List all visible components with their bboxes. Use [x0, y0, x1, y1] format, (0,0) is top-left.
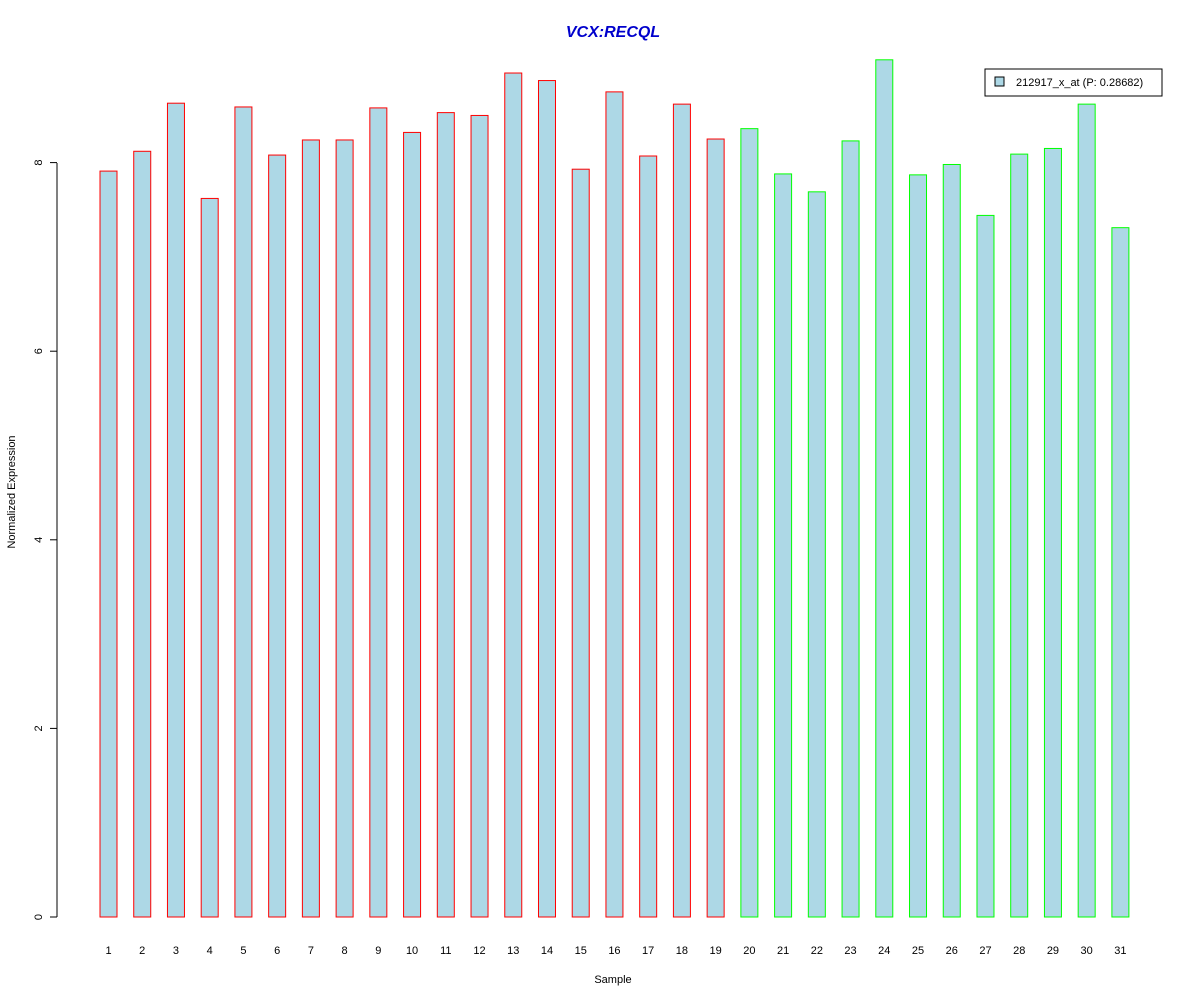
y-tick-label-6: 6 — [33, 348, 45, 354]
bar-sample-10 — [403, 131, 422, 918]
x-tick-label-23: 23 — [844, 945, 856, 957]
bar-sample-22 — [807, 191, 826, 918]
x-tick-label-9: 9 — [375, 945, 381, 957]
y-tick-label-8: 8 — [33, 160, 45, 166]
bar-sample-2 — [133, 150, 152, 918]
bar-sample-12 — [470, 114, 489, 918]
bar-sample-4 — [200, 197, 219, 918]
x-tick-label-26: 26 — [946, 945, 958, 957]
y-tick-label-4: 4 — [33, 537, 45, 543]
x-tick-label-13: 13 — [507, 945, 519, 957]
x-tick-label-19: 19 — [710, 945, 722, 957]
bar-sample-16 — [605, 91, 624, 918]
x-tick-label-27: 27 — [979, 945, 991, 957]
x-tick-label-14: 14 — [541, 945, 553, 957]
x-tick-label-5: 5 — [240, 945, 246, 957]
legend: 212917_x_at (P: 0.28682) — [984, 68, 1163, 97]
bar-sample-20 — [740, 128, 759, 918]
x-tick-label-18: 18 — [676, 945, 688, 957]
x-tick-label-31: 31 — [1114, 945, 1126, 957]
bar-sample-8 — [335, 139, 354, 918]
x-tick-label-30: 30 — [1081, 945, 1093, 957]
x-tick-label-24: 24 — [878, 945, 890, 957]
y-tick-label-0: 0 — [33, 914, 45, 920]
bar-sample-23 — [841, 140, 860, 918]
x-tick-label-2: 2 — [139, 945, 145, 957]
bar-sample-29 — [1043, 147, 1062, 918]
bar-sample-3 — [166, 102, 185, 918]
bars-group — [99, 59, 1130, 918]
bar-sample-9 — [369, 107, 388, 918]
bar-sample-7 — [301, 139, 320, 918]
x-ticks-group: 1 2 3 4 5 6 7 8 9 10 11 12 13 14 15 16 17 18 19 20 21 22 23 24 2… — [105, 945, 1126, 957]
bar-sample-11 — [436, 112, 455, 918]
x-tick-label-10: 10 — [406, 945, 418, 957]
y-axis-label: Normalized Expression — [6, 435, 18, 548]
bar-sample-5 — [234, 106, 253, 918]
bar-sample-28 — [1010, 153, 1029, 918]
x-tick-label-28: 28 — [1013, 945, 1025, 957]
x-tick-label-15: 15 — [575, 945, 587, 957]
x-tick-label-8: 8 — [342, 945, 348, 957]
legend-swatch — [994, 76, 1005, 87]
x-tick-label-16: 16 — [608, 945, 620, 957]
legend-label: 212917_x_at (P: 0.28682) — [1016, 77, 1143, 89]
bar-sample-15 — [571, 168, 590, 918]
bar-sample-26 — [942, 163, 961, 918]
bar-sample-17 — [639, 155, 658, 918]
x-tick-label-20: 20 — [743, 945, 755, 957]
x-tick-label-1: 1 — [105, 945, 111, 957]
legend-box — [984, 68, 1163, 97]
bar-sample-6 — [268, 154, 287, 918]
x-tick-label-11: 11 — [440, 945, 451, 957]
bar-sample-14 — [537, 80, 556, 918]
x-tick-label-3: 3 — [173, 945, 179, 957]
x-tick-label-6: 6 — [274, 945, 280, 957]
bar-sample-19 — [706, 138, 725, 918]
y-ticks-group: 0 2 4 6 8 — [33, 160, 57, 920]
bar-sample-21 — [774, 173, 793, 918]
y-tick-label-2: 2 — [33, 725, 45, 731]
chart-title: VCX:RECQL — [566, 24, 660, 41]
x-tick-label-17: 17 — [642, 945, 654, 957]
x-tick-label-4: 4 — [207, 945, 213, 957]
x-axis-label: Sample — [594, 974, 631, 986]
bar-sample-18 — [672, 103, 691, 918]
bar-sample-13 — [504, 72, 523, 918]
bar-sample-25 — [909, 174, 928, 918]
x-tick-label-29: 29 — [1047, 945, 1059, 957]
bar-sample-27 — [976, 214, 995, 918]
bar-sample-24 — [875, 59, 894, 918]
x-tick-label-12: 12 — [473, 945, 485, 957]
x-tick-label-25: 25 — [912, 945, 924, 957]
x-tick-label-21: 21 — [777, 945, 789, 957]
x-tick-label-7: 7 — [308, 945, 314, 957]
bar-sample-1 — [99, 170, 118, 918]
x-tick-label-22: 22 — [811, 945, 823, 957]
bar-sample-30 — [1077, 103, 1096, 918]
bar-sample-31 — [1111, 227, 1130, 918]
